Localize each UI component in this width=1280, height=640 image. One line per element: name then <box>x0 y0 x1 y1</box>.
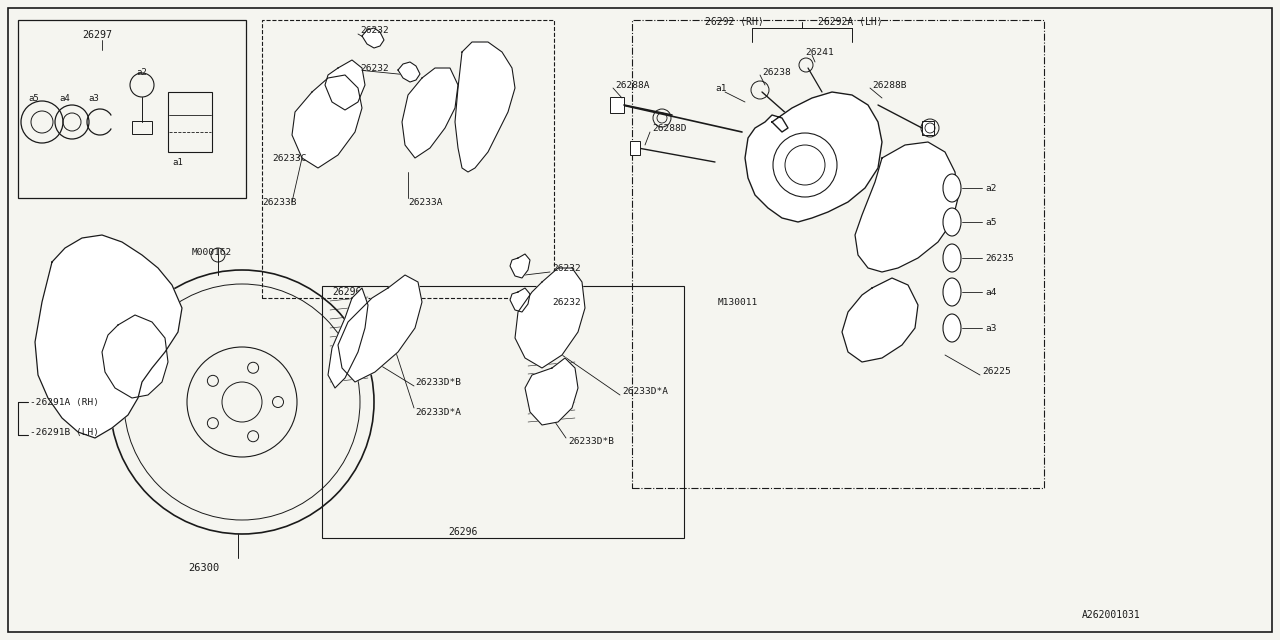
Text: A262001031: A262001031 <box>1082 610 1140 620</box>
Polygon shape <box>515 268 585 368</box>
Text: 26288B: 26288B <box>872 81 906 90</box>
Polygon shape <box>745 92 882 222</box>
Text: a1: a1 <box>172 157 183 166</box>
Text: 26297: 26297 <box>82 30 113 40</box>
Text: 26233C: 26233C <box>273 154 306 163</box>
Bar <box>611 97 625 113</box>
Text: 26300: 26300 <box>188 563 219 573</box>
Polygon shape <box>328 288 369 388</box>
Polygon shape <box>842 278 918 362</box>
Bar <box>630 141 640 155</box>
Ellipse shape <box>943 244 961 272</box>
Text: M000162: M000162 <box>192 248 232 257</box>
Text: a5: a5 <box>986 218 997 227</box>
Bar <box>262 20 554 298</box>
Text: 26232: 26232 <box>360 63 389 72</box>
Text: 26241: 26241 <box>805 47 833 56</box>
Polygon shape <box>102 315 168 398</box>
Ellipse shape <box>943 314 961 342</box>
Text: 26292 ⟨RH⟩: 26292 ⟨RH⟩ <box>705 17 764 27</box>
Polygon shape <box>509 288 530 312</box>
Polygon shape <box>292 75 362 168</box>
Polygon shape <box>35 235 182 438</box>
Polygon shape <box>525 358 579 425</box>
Text: 26288D: 26288D <box>652 124 686 132</box>
Text: 26233D*A: 26233D*A <box>622 387 668 397</box>
Text: 26233D*A: 26233D*A <box>415 408 461 417</box>
Polygon shape <box>362 28 384 48</box>
Bar <box>323 286 684 538</box>
Text: a1: a1 <box>716 83 727 93</box>
Text: 26296: 26296 <box>332 287 361 297</box>
Text: 26232: 26232 <box>360 26 389 35</box>
Polygon shape <box>509 254 530 278</box>
Text: 26233D*B: 26233D*B <box>568 438 614 447</box>
Text: M130011: M130011 <box>718 298 758 307</box>
Text: 26235: 26235 <box>986 253 1014 262</box>
Text: 26292A ⟨LH⟩: 26292A ⟨LH⟩ <box>818 17 883 27</box>
Text: a3: a3 <box>986 323 997 333</box>
Bar <box>632 20 1044 488</box>
Text: 26296: 26296 <box>448 527 477 537</box>
Text: a4: a4 <box>986 287 997 296</box>
Text: a2: a2 <box>136 67 147 77</box>
Polygon shape <box>855 142 957 272</box>
Polygon shape <box>338 275 422 382</box>
Bar <box>922 121 934 135</box>
Text: 26232: 26232 <box>552 264 581 273</box>
Bar <box>132 121 152 134</box>
Text: 26233B: 26233B <box>262 198 297 207</box>
Ellipse shape <box>943 278 961 306</box>
Text: 26238: 26238 <box>762 67 791 77</box>
Text: 26232: 26232 <box>552 298 581 307</box>
Text: 26233D*B: 26233D*B <box>415 378 461 387</box>
Text: a5: a5 <box>28 93 38 102</box>
Text: -26291A ⟨RH⟩: -26291A ⟨RH⟩ <box>29 397 99 406</box>
Polygon shape <box>398 62 420 82</box>
Text: 26233A: 26233A <box>408 198 443 207</box>
Bar <box>18 20 246 198</box>
Polygon shape <box>402 68 458 158</box>
Bar <box>168 92 212 152</box>
Ellipse shape <box>943 174 961 202</box>
Text: -26291B ⟨LH⟩: -26291B ⟨LH⟩ <box>29 428 99 436</box>
Text: a3: a3 <box>88 93 99 102</box>
Text: a4: a4 <box>59 93 69 102</box>
Ellipse shape <box>943 208 961 236</box>
Polygon shape <box>454 42 515 172</box>
Text: a2: a2 <box>986 184 997 193</box>
Polygon shape <box>325 60 365 110</box>
Text: 26288A: 26288A <box>614 81 649 90</box>
Text: 26225: 26225 <box>982 367 1011 376</box>
